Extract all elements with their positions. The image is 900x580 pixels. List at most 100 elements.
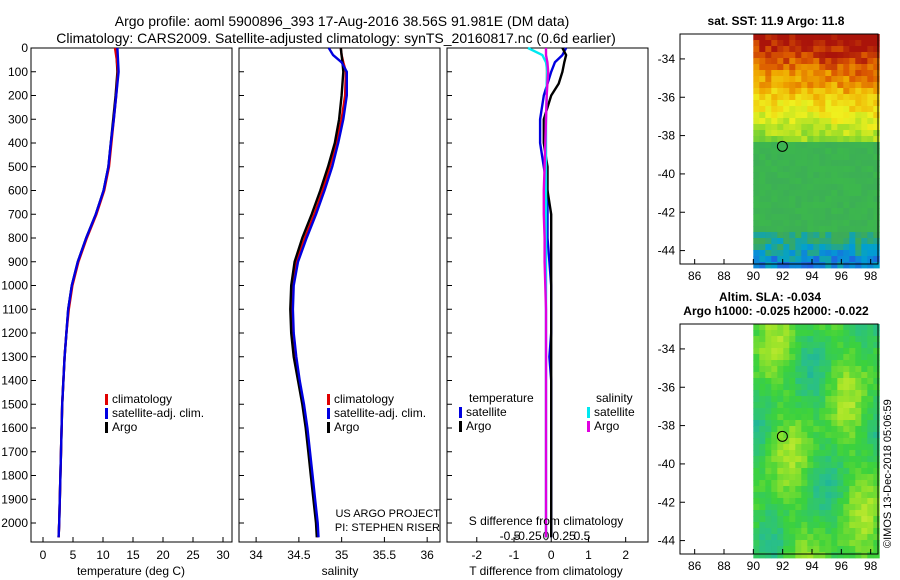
heat-cell <box>759 220 766 227</box>
heat-cell <box>813 118 820 125</box>
heat-cell <box>753 354 760 361</box>
heat-cell <box>831 492 838 499</box>
heat-cell <box>867 360 874 367</box>
heat-cell <box>753 196 760 203</box>
heat-cell <box>771 256 778 263</box>
heat-cell <box>867 208 874 215</box>
heat-cell <box>831 130 838 137</box>
depth-tick-label: 1600 <box>1 421 28 435</box>
heat-cell <box>765 40 772 47</box>
heat-cell <box>837 444 844 451</box>
heat-cell <box>873 220 880 227</box>
heat-cell <box>867 528 874 535</box>
heat-cell <box>843 64 850 71</box>
heat-cell <box>783 498 790 505</box>
heat-cell <box>753 468 760 475</box>
heat-cell <box>867 522 874 529</box>
heat-cell <box>783 372 790 379</box>
heat-cell <box>807 540 814 547</box>
heat-cell <box>819 366 826 373</box>
heat-cell <box>819 456 826 463</box>
heat-cell <box>855 118 862 125</box>
heat-cell <box>771 88 778 95</box>
heat-cell <box>867 34 874 41</box>
heat-cell <box>831 324 838 331</box>
heat-cell <box>867 94 874 101</box>
heat-cell <box>771 184 778 191</box>
heat-cell <box>831 408 838 415</box>
heat-cell <box>765 420 772 427</box>
lon-tick-label: 88 <box>717 559 731 573</box>
heat-cell <box>765 112 772 119</box>
heat-cell <box>813 432 820 439</box>
heat-cell <box>753 450 760 457</box>
heat-cell <box>855 348 862 355</box>
heat-cell <box>825 232 832 239</box>
heat-cell <box>795 64 802 71</box>
heat-cell <box>831 474 838 481</box>
heat-cell <box>783 40 790 47</box>
heat-cell <box>843 76 850 83</box>
heat-cell <box>813 148 820 155</box>
heat-cell <box>819 40 826 47</box>
heat-cell <box>861 262 868 269</box>
heat-cell <box>759 324 766 331</box>
heat-cell <box>825 366 832 373</box>
heat-cell <box>759 528 766 535</box>
heat-cell <box>843 354 850 361</box>
heat-cell <box>831 88 838 95</box>
heat-cell <box>837 450 844 457</box>
heat-cell <box>855 238 862 245</box>
heat-cell <box>801 420 808 427</box>
heat-cell <box>783 360 790 367</box>
heat-cell <box>801 498 808 505</box>
heat-cell <box>765 184 772 191</box>
salinity-depth-ticks <box>239 47 244 524</box>
heat-cell <box>861 70 868 77</box>
heat-cell <box>753 366 760 373</box>
heat-cell <box>777 360 784 367</box>
heat-cell <box>861 444 868 451</box>
x-tick-label: 5 <box>70 548 77 562</box>
heat-cell <box>795 40 802 47</box>
heat-cell <box>837 106 844 113</box>
title-line1: Argo profile: aoml 5900896_393 17-Aug-20… <box>115 13 570 29</box>
heat-cell <box>843 100 850 107</box>
heat-cell <box>867 196 874 203</box>
heat-cell <box>819 256 826 263</box>
heat-cell <box>855 82 862 89</box>
heat-cell <box>831 420 838 427</box>
heat-cell <box>801 46 808 53</box>
heat-cell <box>759 106 766 113</box>
heat-cell <box>789 330 796 337</box>
heat-cell <box>873 82 880 89</box>
heat-cell <box>789 136 796 143</box>
x-tick-label: 34.5 <box>287 548 311 562</box>
heat-cell <box>819 528 826 535</box>
heat-cell <box>789 426 796 433</box>
heat-cell <box>771 118 778 125</box>
heat-cell <box>783 384 790 391</box>
heat-cell <box>807 342 814 349</box>
heat-cell <box>825 336 832 343</box>
heat-cell <box>837 88 844 95</box>
heat-cell <box>837 474 844 481</box>
heat-cell <box>819 262 826 269</box>
heat-cell <box>753 76 760 83</box>
heat-cell <box>759 202 766 209</box>
heat-cell <box>759 522 766 529</box>
heat-cell <box>783 324 790 331</box>
heat-cell <box>813 46 820 53</box>
heat-cell <box>837 372 844 379</box>
x-tick-label: 30 <box>216 548 230 562</box>
heat-cell <box>789 196 796 203</box>
heat-cell <box>837 208 844 215</box>
heat-cell <box>759 480 766 487</box>
heat-cell <box>867 106 874 113</box>
heat-cell <box>867 40 874 47</box>
heat-cell <box>807 208 814 215</box>
heat-cell <box>843 492 850 499</box>
heat-cell <box>765 88 772 95</box>
heat-cell <box>771 190 778 197</box>
heat-cell <box>831 384 838 391</box>
